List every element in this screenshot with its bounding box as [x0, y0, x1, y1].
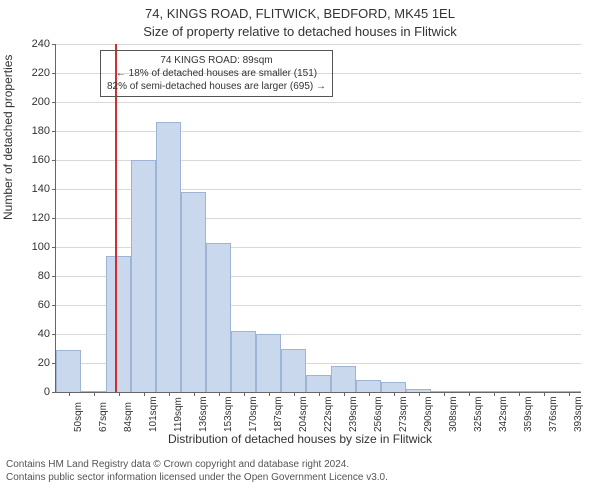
x-tick [469, 392, 470, 396]
chart-container: 74, KINGS ROAD, FLITWICK, BEDFORD, MK45 … [0, 0, 600, 500]
histogram-bar [281, 349, 306, 393]
x-tick-label: 84sqm [123, 402, 134, 432]
x-tick-label: 342sqm [498, 396, 509, 432]
x-tick-label: 119sqm [173, 397, 184, 432]
y-tick [52, 160, 56, 161]
y-tick [52, 102, 56, 103]
plot-area: 50sqm67sqm84sqm101sqm119sqm136sqm153sqm1… [55, 44, 581, 393]
y-tick-label: 120 [22, 212, 50, 224]
y-tick [52, 305, 56, 306]
x-tick-label: 187sqm [273, 396, 284, 432]
y-tick-label: 200 [22, 96, 50, 108]
x-tick [569, 392, 570, 396]
y-tick [52, 131, 56, 132]
x-tick [519, 392, 520, 396]
histogram-bar [131, 160, 156, 392]
x-tick [419, 392, 420, 396]
x-tick [294, 392, 295, 396]
y-tick [52, 276, 56, 277]
y-tick-label: 80 [22, 270, 50, 282]
x-axis-label: Distribution of detached houses by size … [0, 432, 600, 446]
annotation-line2: ← 18% of detached houses are smaller (15… [107, 67, 326, 80]
y-tick [52, 392, 56, 393]
histogram-bar [106, 256, 131, 392]
x-tick [144, 392, 145, 396]
x-tick-label: 308sqm [448, 396, 459, 432]
annotation-line1: 74 KINGS ROAD: 89sqm [107, 54, 326, 67]
footer-attribution: Contains HM Land Registry data © Crown c… [6, 458, 388, 484]
x-tick [494, 392, 495, 396]
x-tick-label: 101sqm [148, 396, 159, 432]
y-tick-label: 180 [22, 125, 50, 137]
x-tick [344, 392, 345, 396]
y-tick-label: 160 [22, 154, 50, 166]
y-tick-label: 0 [22, 386, 50, 398]
x-tick [119, 392, 120, 396]
y-tick-label: 240 [22, 38, 50, 50]
histogram-bar [56, 350, 81, 392]
x-tick [244, 392, 245, 396]
x-tick-label: 273sqm [398, 396, 409, 432]
gridline [56, 131, 581, 132]
y-tick [52, 247, 56, 248]
x-tick [269, 392, 270, 396]
x-tick-label: 376sqm [548, 396, 559, 432]
x-tick [369, 392, 370, 396]
y-tick [52, 189, 56, 190]
y-tick [52, 218, 56, 219]
histogram-bar [381, 382, 406, 392]
footer-line1: Contains HM Land Registry data © Crown c… [6, 458, 388, 471]
x-tick-label: 256sqm [373, 396, 384, 432]
gridline [56, 44, 581, 45]
x-tick [219, 392, 220, 396]
x-tick-label: 325sqm [473, 396, 484, 432]
y-tick-label: 140 [22, 183, 50, 195]
title-address: 74, KINGS ROAD, FLITWICK, BEDFORD, MK45 … [0, 6, 600, 21]
x-tick-label: 290sqm [423, 396, 434, 432]
x-tick [169, 392, 170, 396]
y-tick-label: 60 [22, 299, 50, 311]
x-tick-label: 393sqm [573, 396, 584, 432]
x-tick-label: 50sqm [73, 402, 84, 432]
histogram-bar [331, 366, 356, 392]
histogram-bar [356, 380, 381, 392]
annotation-box: 74 KINGS ROAD: 89sqm ← 18% of detached h… [100, 50, 333, 97]
histogram-bar [231, 331, 256, 392]
histogram-bar [181, 192, 206, 392]
y-tick-label: 220 [22, 67, 50, 79]
x-tick-label: 136sqm [198, 396, 209, 432]
gridline [56, 102, 581, 103]
x-tick-label: 239sqm [348, 396, 359, 432]
x-tick-label: 153sqm [223, 396, 234, 432]
histogram-bar [306, 375, 331, 392]
y-tick-label: 40 [22, 328, 50, 340]
x-tick-label: 222sqm [323, 396, 334, 432]
x-tick [69, 392, 70, 396]
x-tick-label: 67sqm [98, 402, 109, 432]
x-tick [94, 392, 95, 396]
histogram-bar [156, 122, 181, 392]
title-subtitle: Size of property relative to detached ho… [0, 24, 600, 39]
x-tick-label: 204sqm [298, 396, 309, 432]
y-tick [52, 334, 56, 335]
y-tick-label: 20 [22, 357, 50, 369]
x-tick [194, 392, 195, 396]
y-axis-label: Number of detached properties [1, 55, 15, 220]
x-tick [444, 392, 445, 396]
x-tick [319, 392, 320, 396]
y-tick [52, 44, 56, 45]
x-tick-label: 359sqm [523, 396, 534, 432]
x-tick [544, 392, 545, 396]
footer-line2: Contains public sector information licen… [6, 471, 388, 484]
histogram-bar [256, 334, 281, 392]
annotation-line3: 82% of semi-detached houses are larger (… [107, 80, 326, 93]
x-tick [394, 392, 395, 396]
y-tick-label: 100 [22, 241, 50, 253]
histogram-bar [206, 243, 231, 392]
y-tick [52, 73, 56, 74]
x-tick-label: 170sqm [248, 396, 259, 432]
